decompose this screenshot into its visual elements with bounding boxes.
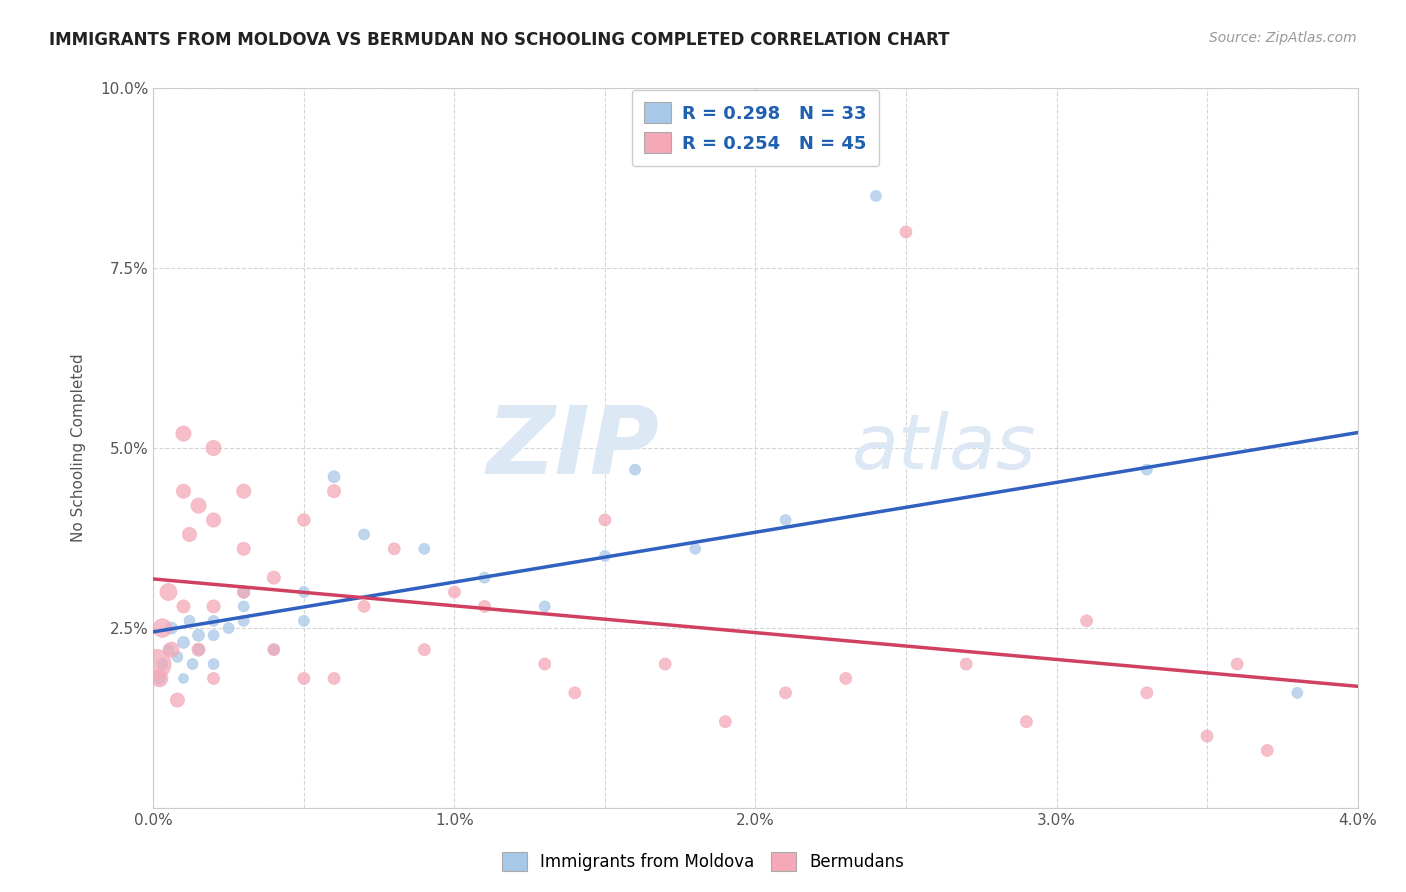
Point <box>232 484 254 499</box>
Point <box>654 657 676 671</box>
Point <box>145 657 167 671</box>
Legend: R = 0.298   N = 33, R = 0.254   N = 45: R = 0.298 N = 33, R = 0.254 N = 45 <box>631 90 879 166</box>
Point <box>172 426 194 441</box>
Point <box>292 614 315 628</box>
Point <box>202 599 225 614</box>
Point <box>474 599 496 614</box>
Point <box>232 541 254 556</box>
Legend: Immigrants from Moldova, Bermudans: Immigrants from Moldova, Bermudans <box>494 843 912 880</box>
Point <box>683 541 706 556</box>
Point <box>835 672 858 686</box>
Point <box>202 628 225 642</box>
Point <box>1286 686 1309 700</box>
Point <box>775 513 797 527</box>
Point <box>202 441 225 455</box>
Point <box>292 585 315 599</box>
Point <box>1136 686 1159 700</box>
Point <box>353 599 375 614</box>
Point <box>179 614 201 628</box>
Point <box>148 672 170 686</box>
Point <box>179 527 201 541</box>
Point <box>292 672 315 686</box>
Point <box>865 189 887 203</box>
Point <box>1256 743 1278 757</box>
Point <box>172 672 194 686</box>
Point <box>160 642 183 657</box>
Point <box>232 614 254 628</box>
Point <box>775 686 797 700</box>
Point <box>263 642 285 657</box>
Point <box>413 642 436 657</box>
Point <box>172 599 194 614</box>
Point <box>1195 729 1218 743</box>
Point <box>202 672 225 686</box>
Point <box>443 585 465 599</box>
Point <box>593 549 616 563</box>
Point <box>157 642 180 657</box>
Point <box>353 527 375 541</box>
Point <box>148 672 170 686</box>
Point <box>382 541 405 556</box>
Point <box>533 599 555 614</box>
Point <box>187 642 209 657</box>
Point <box>474 571 496 585</box>
Point <box>1226 657 1249 671</box>
Point <box>172 484 194 499</box>
Point <box>232 585 254 599</box>
Point <box>157 585 180 599</box>
Point <box>323 484 346 499</box>
Point <box>166 693 188 707</box>
Y-axis label: No Schooling Completed: No Schooling Completed <box>72 353 86 542</box>
Point <box>1076 614 1098 628</box>
Text: Source: ZipAtlas.com: Source: ZipAtlas.com <box>1209 31 1357 45</box>
Text: ZIP: ZIP <box>486 402 659 494</box>
Point <box>263 571 285 585</box>
Text: atlas: atlas <box>852 411 1036 485</box>
Point <box>187 642 209 657</box>
Point <box>232 599 254 614</box>
Point <box>413 541 436 556</box>
Text: IMMIGRANTS FROM MOLDOVA VS BERMUDAN NO SCHOOLING COMPLETED CORRELATION CHART: IMMIGRANTS FROM MOLDOVA VS BERMUDAN NO S… <box>49 31 949 49</box>
Point <box>533 657 555 671</box>
Point <box>1136 462 1159 476</box>
Point <box>1015 714 1038 729</box>
Point <box>202 513 225 527</box>
Point <box>166 649 188 664</box>
Point <box>564 686 586 700</box>
Point <box>181 657 204 671</box>
Point <box>187 499 209 513</box>
Point <box>187 628 209 642</box>
Point <box>292 513 315 527</box>
Point <box>624 462 647 476</box>
Point <box>232 585 254 599</box>
Point <box>152 657 174 671</box>
Point <box>202 614 225 628</box>
Point <box>263 642 285 657</box>
Point <box>160 621 183 635</box>
Point <box>894 225 917 239</box>
Point <box>172 635 194 649</box>
Point <box>218 621 240 635</box>
Point <box>323 672 346 686</box>
Point <box>714 714 737 729</box>
Point <box>323 470 346 484</box>
Point <box>152 621 174 635</box>
Point <box>955 657 977 671</box>
Point <box>593 513 616 527</box>
Point <box>202 657 225 671</box>
